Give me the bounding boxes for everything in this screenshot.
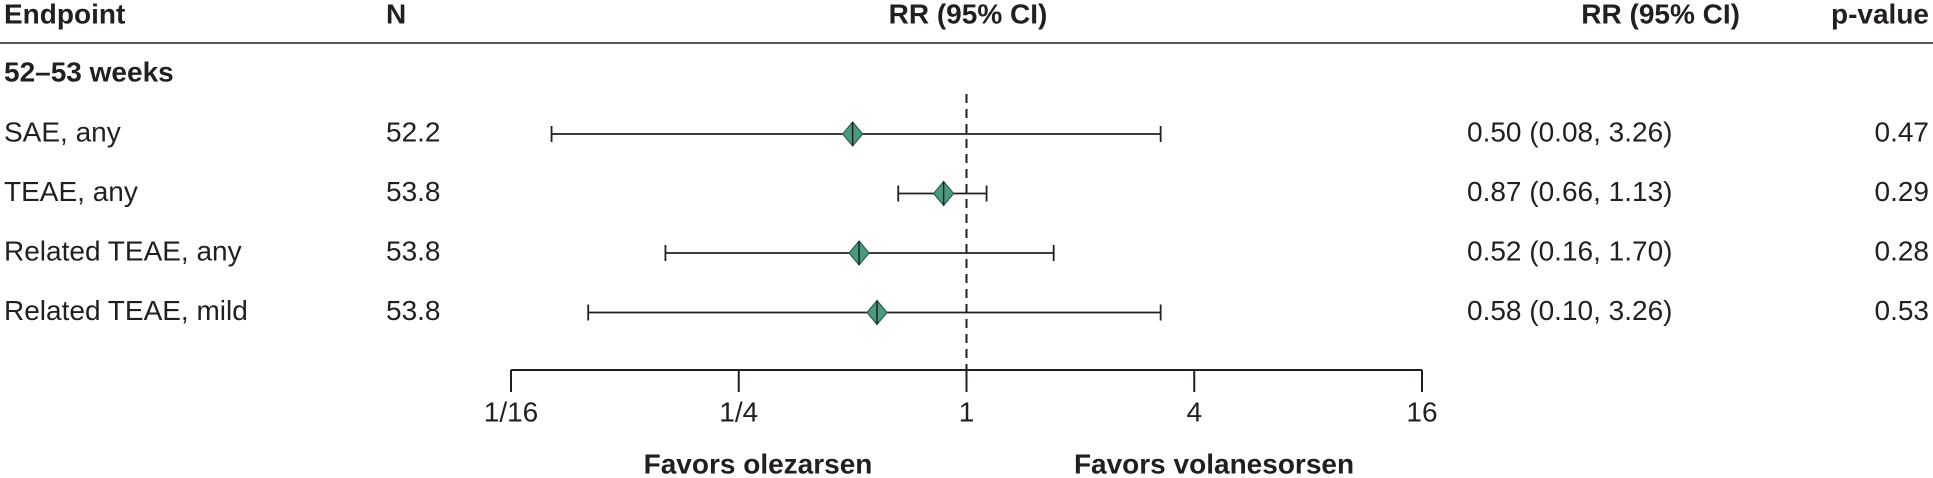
n-value: 53.8 <box>386 235 441 266</box>
endpoint-label: Related TEAE, any <box>4 235 242 266</box>
p-value: 0.28 <box>1875 235 1930 266</box>
axis-annotation: Favors olezarsen <box>644 448 873 478</box>
column-header: Endpoint <box>4 0 125 29</box>
p-value: 0.29 <box>1875 176 1930 207</box>
column-header: N <box>386 0 406 29</box>
column-header: p-value <box>1831 0 1929 29</box>
x-tick-label: 1/16 <box>484 396 539 427</box>
axis-annotation: Favors volanesorsen <box>1074 448 1354 478</box>
n-value: 53.8 <box>386 295 441 326</box>
p-value: 0.53 <box>1875 295 1930 326</box>
p-value: 0.47 <box>1875 116 1930 147</box>
x-tick-label: 16 <box>1406 396 1437 427</box>
ci-label: 0.87 (0.66, 1.13) <box>1467 176 1672 207</box>
endpoint-label: Related TEAE, mild <box>4 295 248 326</box>
endpoint-label: TEAE, any <box>4 176 138 207</box>
ci-label: 0.52 (0.16, 1.70) <box>1467 235 1672 266</box>
x-tick-label: 1/4 <box>719 396 758 427</box>
group-label: 52–53 weeks <box>4 56 174 87</box>
n-value: 52.2 <box>386 116 441 147</box>
column-header: RR (95% CI) <box>1581 0 1740 29</box>
endpoint-label: SAE, any <box>4 116 121 147</box>
x-tick-label: 4 <box>1186 396 1202 427</box>
ci-label: 0.50 (0.08, 3.26) <box>1467 116 1672 147</box>
x-tick-label: 1 <box>959 396 975 427</box>
ci-label: 0.58 (0.10, 3.26) <box>1467 295 1672 326</box>
column-header: RR (95% CI) <box>889 0 1048 29</box>
n-value: 53.8 <box>386 176 441 207</box>
